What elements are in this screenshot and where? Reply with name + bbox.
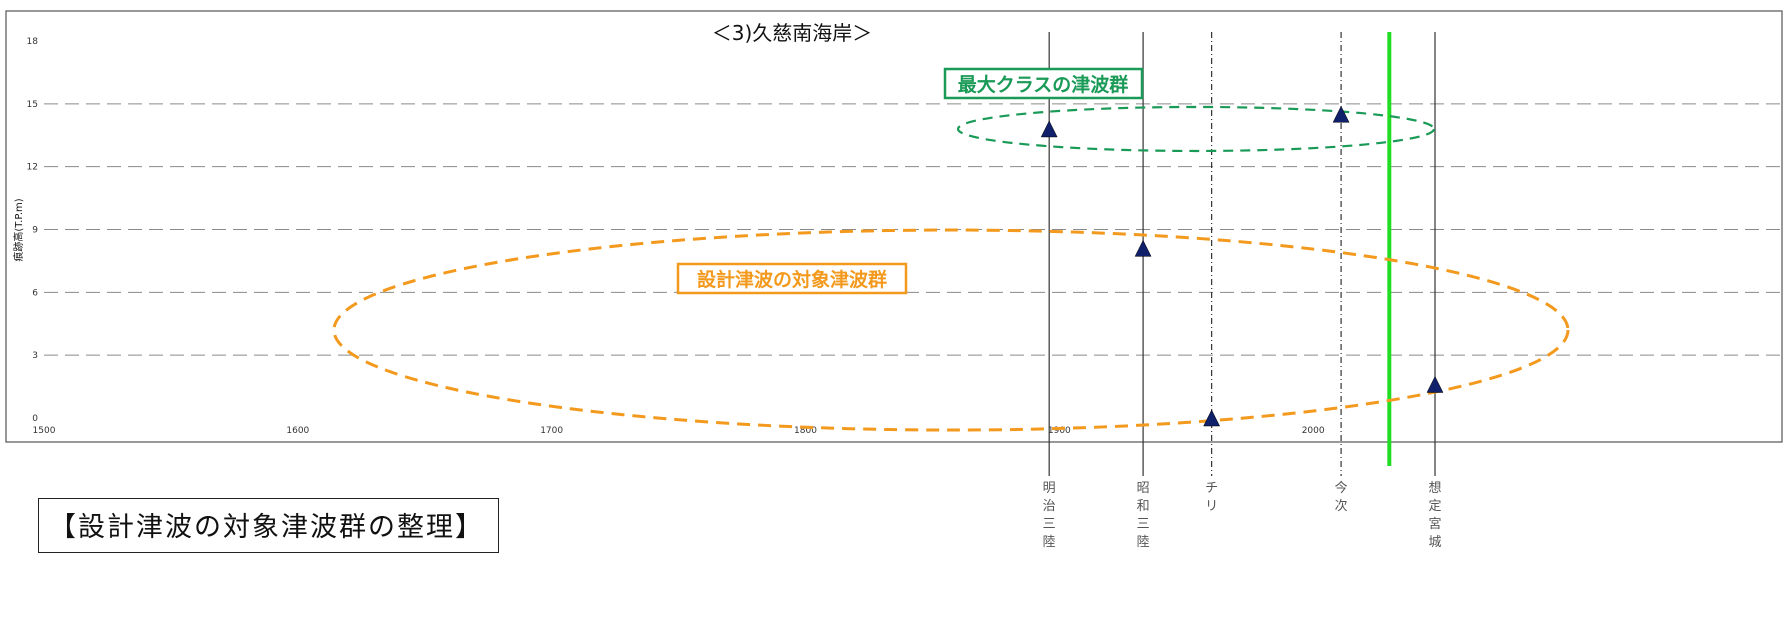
outer-frame: [5, 10, 1783, 443]
y-tick-label: 0: [32, 414, 38, 424]
x-tick-label: 1800: [794, 426, 817, 436]
event-label: リ: [1205, 499, 1218, 514]
y-tick-label: 18: [27, 37, 39, 47]
event-label: 想: [1428, 480, 1441, 496]
data-point-marker: [1332, 105, 1350, 123]
data-point-marker: [1040, 120, 1058, 138]
event-label: 治: [1043, 499, 1056, 514]
event-label: 今: [1335, 480, 1348, 496]
max-class-group-ellipse: [956, 105, 1436, 153]
event-label: チ: [1205, 481, 1218, 496]
y-tick-label: 12: [27, 163, 38, 173]
event-label: 陸: [1043, 534, 1056, 550]
event-label: 昭: [1137, 481, 1150, 496]
event-label: 和: [1137, 499, 1150, 514]
data-point-marker: [1203, 409, 1221, 427]
y-tick-label: 6: [32, 288, 38, 298]
section-heading: 【設計津波の対象津波群の整理】: [38, 498, 499, 553]
x-tick-label: 1600: [286, 426, 309, 436]
y-axis-label: 痕跡高(T.P.m): [12, 198, 25, 261]
x-tick-label: 1500: [33, 426, 56, 436]
event-label: 定: [1428, 499, 1441, 514]
chart-title: ＜3)久慈南海岸＞: [712, 21, 873, 45]
event-label: 城: [1428, 535, 1441, 550]
event-label: 三: [1043, 517, 1056, 532]
x-tick-label: 1700: [540, 426, 563, 436]
event-label: 三: [1137, 517, 1150, 532]
x-tick-label: 1900: [1048, 426, 1071, 436]
x-tick-label: 2000: [1302, 426, 1325, 436]
design-tsunami-group-box: [676, 262, 908, 295]
max-class-group-label: 最大クラスの津波群: [958, 73, 1129, 96]
y-tick-label: 3: [32, 351, 38, 361]
y-tick-label: 9: [32, 226, 38, 236]
max-class-group-box: [943, 67, 1144, 100]
event-label: 明: [1043, 481, 1056, 496]
data-point-marker: [1134, 239, 1152, 257]
event-label: 宮: [1428, 516, 1441, 532]
design-tsunami-group-label: 設計津波の対象津波群: [697, 268, 887, 291]
data-point-marker: [1426, 375, 1444, 393]
event-label: 次: [1335, 498, 1348, 514]
design-tsunami-group-ellipse: [332, 228, 1570, 432]
event-label: 陸: [1137, 534, 1150, 550]
y-tick-label: 15: [27, 100, 38, 110]
